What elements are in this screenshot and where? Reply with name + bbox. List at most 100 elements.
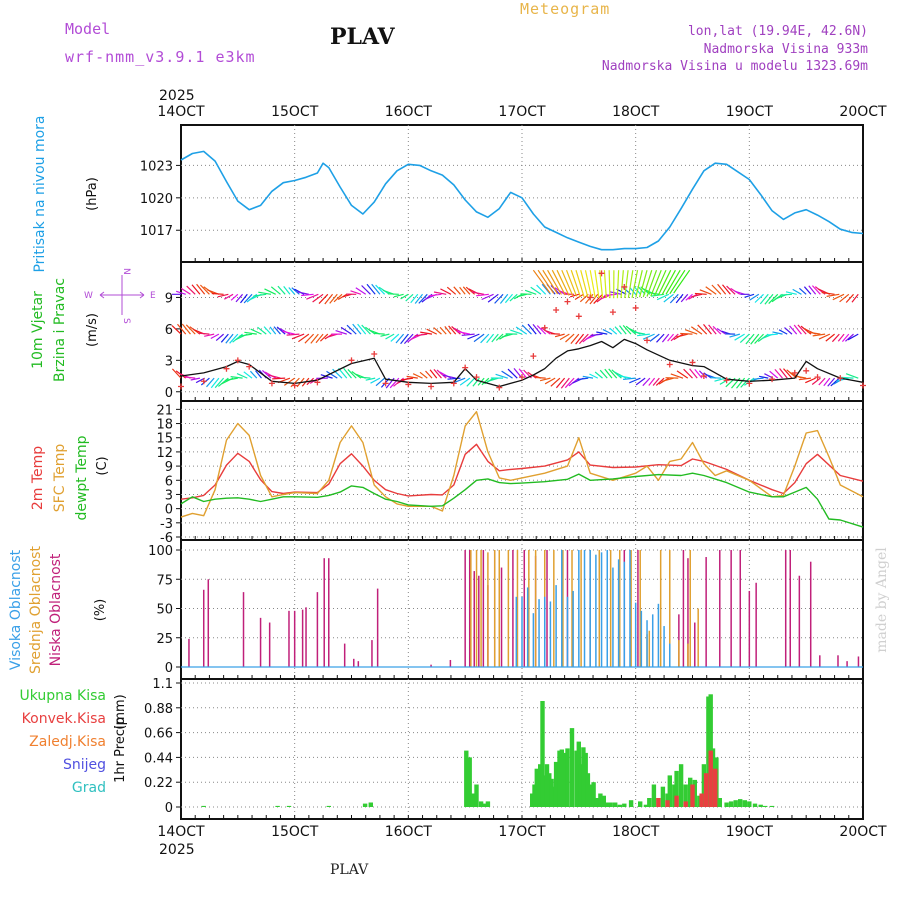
wind-arrow <box>754 333 764 344</box>
wind-arrow <box>821 291 835 295</box>
ytick-label-temperature: 12 <box>156 446 173 461</box>
model-label: Model <box>65 20 111 38</box>
wind-arrow <box>282 330 295 335</box>
wind-arrow <box>608 368 618 379</box>
wind-arrow <box>845 293 854 303</box>
wind-gust-marker <box>598 270 605 277</box>
wind-arrow <box>190 377 201 381</box>
wind-gust-marker <box>223 365 230 372</box>
wind-arrow-storm <box>627 270 634 298</box>
wind-gust-marker <box>621 283 628 290</box>
wind-gust-marker <box>803 367 810 374</box>
wind-arrow <box>185 324 196 335</box>
wind-gust-marker <box>837 375 844 382</box>
wind-arrow <box>390 333 400 342</box>
wind-arrow <box>585 293 594 304</box>
wind-arrow-storm <box>575 270 585 298</box>
cloud-ylabel-low: Niska Oblacnost <box>48 553 64 666</box>
wind-arrow <box>217 293 229 298</box>
wind-arrow <box>619 325 627 335</box>
wind-arrow <box>453 286 461 295</box>
wind-arrow <box>740 377 750 388</box>
precip-bar-precip_total <box>532 784 537 807</box>
wind-arrow <box>370 377 381 384</box>
xtick-label-bottom: 16OCT <box>385 824 433 840</box>
ytick-label-wind: 6 <box>165 323 173 338</box>
wind-arrow <box>703 324 712 335</box>
precip-bar-precip_total <box>368 802 373 807</box>
wind-arrow <box>799 287 807 295</box>
wind-arrow <box>447 377 461 380</box>
wind-arrow <box>729 333 741 338</box>
wind-arrow <box>225 333 234 344</box>
xtick-label-bottom: 14OCT <box>157 824 205 840</box>
wind-gust-marker <box>700 373 707 380</box>
wind-arrow <box>375 377 386 387</box>
ytick-label-clouds: 75 <box>156 573 173 588</box>
wind-arrow <box>778 329 788 335</box>
wind-arrow <box>361 324 371 335</box>
wind-gust-marker <box>450 380 457 387</box>
wind-rose-east: E <box>150 291 156 301</box>
precip-bar-precip_total <box>622 803 627 807</box>
wind-arrow <box>335 330 347 335</box>
wind-arrow <box>240 293 248 304</box>
wind-arrow-storm <box>616 270 620 299</box>
wind-gust-marker <box>428 383 435 390</box>
wind-arrow <box>593 293 603 305</box>
wind-arrow <box>440 288 452 295</box>
precip-bar-precip_conv <box>708 750 713 807</box>
wind-arrow <box>459 286 466 295</box>
precip-bar-precip_total <box>763 805 768 807</box>
wind-arrow <box>418 293 428 304</box>
wind-gust-marker <box>200 378 207 385</box>
wind-arrow <box>453 377 466 384</box>
wind-arrow-storm <box>650 269 662 297</box>
wind-arrow <box>218 377 229 387</box>
wind-arrow <box>236 373 248 379</box>
precip-bar-precip_total <box>547 773 552 807</box>
wind-ylabel2: Brzina i Pravac <box>52 278 68 382</box>
precip-bar-precip_total <box>608 802 613 807</box>
wind-arrow <box>825 333 835 342</box>
wind-arrow <box>465 286 476 295</box>
precip-bar-precip_total <box>672 784 677 807</box>
precip-bar-precip_conv <box>674 795 679 807</box>
wind-arrow <box>318 293 329 305</box>
wind-arrow-storm <box>556 269 570 296</box>
wind-arrow <box>414 293 424 304</box>
wind-arrow <box>648 377 656 386</box>
temp-line-temp2m <box>180 443 864 500</box>
precip-bar-precip_total <box>747 801 752 807</box>
precip-bar-precip_total <box>674 770 679 807</box>
wind-arrow <box>395 333 405 344</box>
temp-ylabel-2m: 2m Temp <box>30 446 46 510</box>
wind-arrow <box>332 368 343 379</box>
wind-arrow <box>487 293 499 303</box>
precip-bar-precip_total <box>569 728 575 807</box>
ytick-label-wind: 3 <box>165 354 173 369</box>
wind-arrow-storm <box>589 270 596 298</box>
wind-arrow <box>656 333 665 343</box>
wind-arrow <box>199 284 210 295</box>
wind-arrow-storm <box>646 269 658 297</box>
wind-arrow <box>837 333 845 342</box>
wind-arrow-storm <box>565 269 578 297</box>
wind-arrow <box>539 377 551 382</box>
wind-arrow <box>461 333 475 336</box>
wind-arrow <box>473 333 485 343</box>
wind-arrow <box>717 283 727 295</box>
wind-arrow-storm <box>654 269 667 297</box>
precip-ylabel: 1hr Precip <box>113 717 128 783</box>
wind-arrow <box>171 368 182 379</box>
precip-bar-precip_total <box>688 777 693 807</box>
wind-arrow <box>518 368 528 379</box>
wind-arrow <box>272 377 286 380</box>
wind-arrow <box>609 327 618 335</box>
wind-arrow <box>798 377 811 381</box>
wind-arrow <box>642 333 655 340</box>
wind-arrow <box>400 293 409 300</box>
wind-arrow <box>393 293 404 298</box>
wind-gust-marker <box>496 384 503 391</box>
wind-arrow <box>425 370 433 379</box>
